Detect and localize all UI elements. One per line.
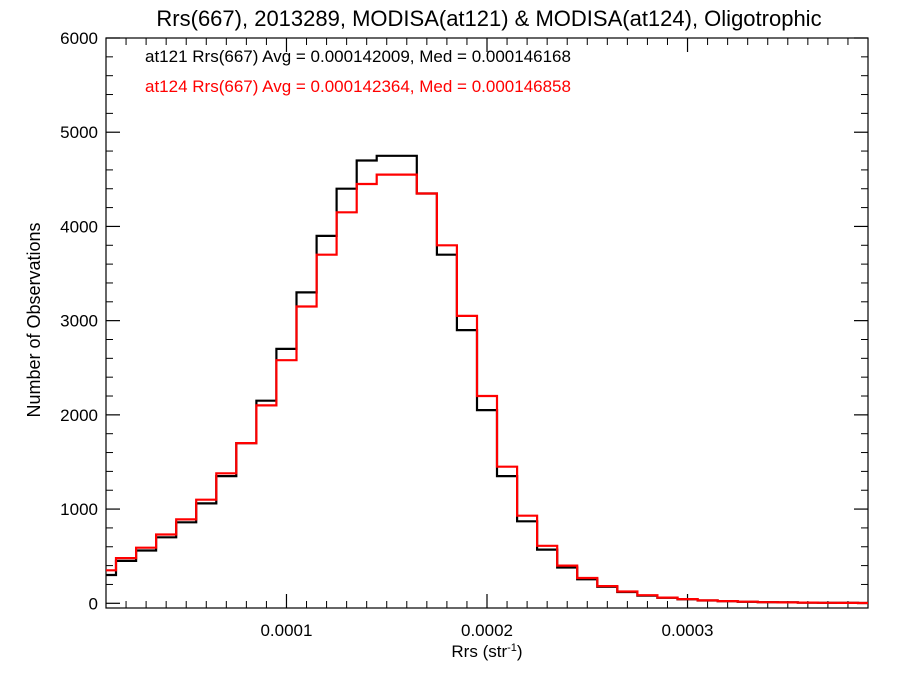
y-tick-label: 1000	[60, 500, 98, 519]
y-tick-label: 4000	[60, 217, 98, 236]
y-tick-label: 3000	[60, 312, 98, 331]
plot-frame	[105, 37, 869, 609]
series-0-line	[106, 154, 868, 605]
y-tick-label: 2000	[60, 406, 98, 425]
x-axis-label: Rrs (str-1)	[451, 642, 522, 661]
x-axis-label-superscript: -1	[507, 642, 517, 654]
y-tick-label: 5000	[60, 123, 98, 142]
series-1-line	[106, 173, 868, 605]
annotation-at124: at124 Rrs(667) Avg = 0.000142364, Med = …	[145, 77, 571, 96]
annotation-at121: at121 Rrs(667) Avg = 0.000142009, Med = …	[145, 47, 571, 66]
chart-title: Rrs(667), 2013289, MODISA(at121) & MODIS…	[156, 6, 821, 31]
x-tick-label: 0.0002	[461, 621, 513, 640]
y-tick-label: 0	[89, 594, 98, 613]
x-axis: 0.0001 0.0002 0.0003	[125, 38, 849, 640]
x-tick-label: 0.0003	[662, 621, 714, 640]
x-axis-label-text: Rrs (str	[451, 642, 507, 661]
y-axis-label: Number of Observations	[24, 222, 44, 417]
x-axis-label-suffix: )	[517, 642, 523, 661]
y-axis: 0 1000 2000 3000 4000 5000 6000	[60, 29, 868, 613]
y-tick-label: 6000	[60, 29, 98, 48]
series-layer	[106, 154, 868, 605]
x-tick-label: 0.0001	[260, 621, 312, 640]
